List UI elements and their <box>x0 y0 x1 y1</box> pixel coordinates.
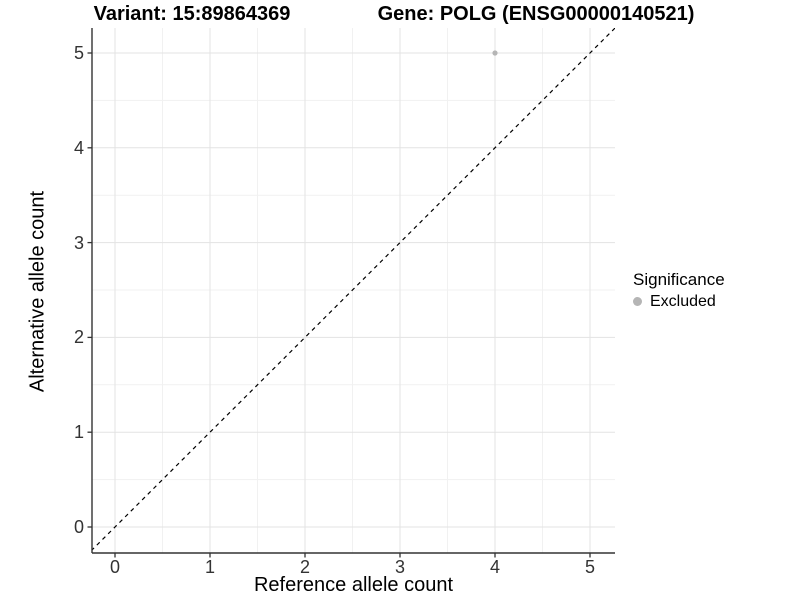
legend-item: Excluded <box>633 292 725 311</box>
legend-items: Excluded <box>633 292 725 311</box>
x-tick-label: 0 <box>109 557 120 577</box>
data-point <box>492 50 498 56</box>
y-tick-label: 2 <box>73 327 84 348</box>
y-tick-label: 4 <box>73 137 84 158</box>
legend-item-label: Excluded <box>650 293 716 310</box>
identity-reference-line <box>92 28 615 551</box>
plot-title-variant: Variant: 15:89864369 <box>93 3 291 25</box>
y-tick-label: 5 <box>73 43 84 63</box>
x-tick-label: 4 <box>489 557 500 577</box>
y-tick-label: 1 <box>73 422 84 443</box>
y-axis-title: Alternative allele count <box>26 190 49 393</box>
legend: Significance Excluded <box>633 269 725 311</box>
legend-title: Significance <box>633 270 725 289</box>
y-tick-label: 3 <box>73 232 84 253</box>
plot-title-gene: Gene: POLG (ENSG00000140521) <box>377 3 695 25</box>
x-tick-label: 1 <box>204 557 215 577</box>
x-tick-label: 3 <box>394 557 405 577</box>
legend-key-dot-icon <box>633 297 642 306</box>
x-tick-label: 2 <box>299 557 310 577</box>
y-tick-label: 0 <box>73 517 84 537</box>
x-tick-label: 5 <box>584 557 595 577</box>
x-axis-title: Reference allele count <box>253 574 453 596</box>
